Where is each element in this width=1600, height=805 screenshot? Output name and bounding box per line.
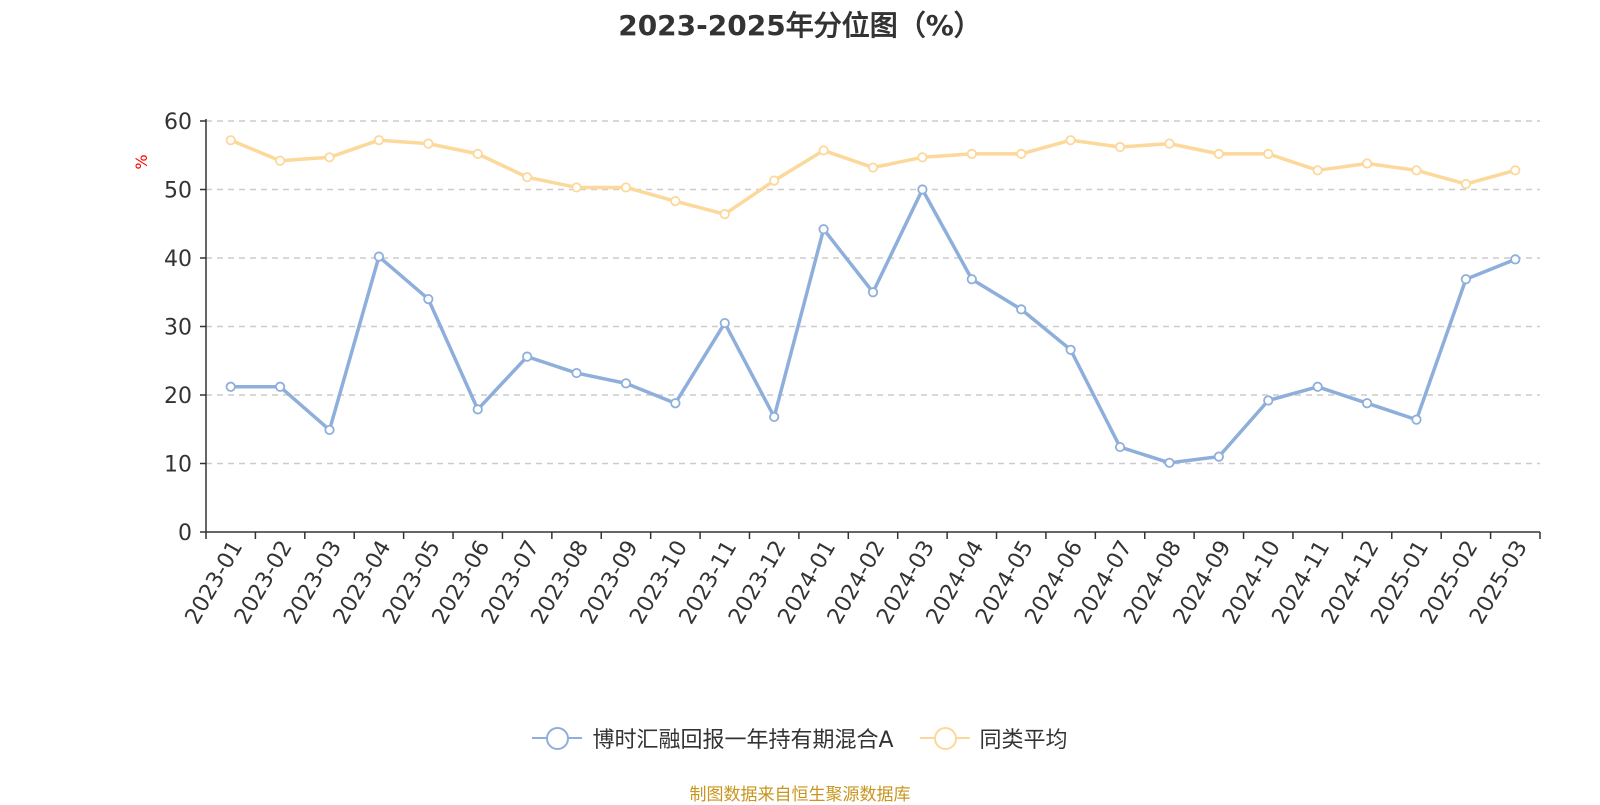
- series-0-point: [1213, 451, 1224, 462]
- source-note: 制图数据来自恒生聚源数据库: [689, 785, 911, 805]
- series-1-point: [867, 162, 879, 173]
- series-0-point: [1263, 395, 1274, 406]
- series-0-point: [1361, 398, 1373, 409]
- series-0-point: [1016, 304, 1027, 315]
- series-0-point: [522, 351, 533, 362]
- y-tick-label: 50: [164, 179, 192, 204]
- series-0-point: [472, 404, 483, 415]
- series-0-point: [225, 381, 236, 392]
- line-chart: 0102030405060%2023-012023-022023-032023-…: [132, 110, 1541, 629]
- series-1-point: [1016, 148, 1027, 159]
- y-tick-label: 0: [178, 521, 192, 546]
- series-0-point: [620, 378, 632, 389]
- y-tick-label: 40: [164, 247, 192, 272]
- y-tick-label: 10: [164, 453, 192, 478]
- series-0-point: [1312, 381, 1323, 392]
- y-axis-label: %: [132, 154, 151, 169]
- series-1-point: [966, 148, 977, 159]
- series-0-point: [1411, 414, 1422, 425]
- series-line-1: [230, 138, 1516, 216]
- series-0-point: [1460, 274, 1471, 285]
- series-0-point: [1114, 441, 1126, 453]
- legend-label-fund: 博时汇融回报一年持有期混合A: [592, 728, 894, 753]
- series-0-point: [1510, 254, 1521, 265]
- series-0-point: [423, 293, 434, 305]
- series-1-point: [423, 138, 434, 149]
- series-1-point: [670, 196, 681, 207]
- series-1-point: [373, 135, 385, 146]
- series-0-point: [917, 184, 928, 195]
- series-0-point: [670, 398, 681, 409]
- series-1-point: [1510, 165, 1521, 176]
- series-1-point: [917, 152, 928, 163]
- series-0-point: [1164, 457, 1175, 468]
- series-1-point: [225, 135, 236, 146]
- series-1-point: [1460, 178, 1471, 190]
- series-1-point: [620, 182, 632, 193]
- series-0-point: [1065, 344, 1076, 355]
- legend-item-category-average[interactable]: 同类平均: [919, 722, 1068, 754]
- series-1-point: [719, 209, 730, 220]
- series-0-point: [719, 317, 730, 329]
- series-1-point: [1312, 165, 1323, 176]
- series-1-point: [769, 175, 780, 186]
- y-tick-label: 60: [164, 110, 192, 135]
- series-1-point: [275, 155, 286, 166]
- series-0-point: [373, 251, 385, 262]
- series-1-point: [571, 182, 582, 193]
- series-1-point: [1411, 165, 1422, 176]
- series-1-point: [1213, 148, 1224, 159]
- legend-label-category-average: 同类平均: [979, 728, 1068, 753]
- legend-item-fund[interactable]: 博时汇融回报一年持有期混合A: [532, 722, 894, 754]
- y-tick-label: 20: [164, 384, 192, 409]
- series-1-point: [1263, 148, 1274, 159]
- series-0-point: [571, 367, 582, 379]
- series-1-point: [1361, 158, 1373, 169]
- series-1-point: [1164, 138, 1175, 149]
- series-1-point: [324, 152, 335, 163]
- series-0-point: [324, 424, 335, 436]
- series-0-point: [966, 274, 977, 285]
- chart-legend: 博时汇融回报一年持有期混合A 同类平均: [0, 722, 1600, 754]
- series-1-point: [1065, 135, 1076, 146]
- y-tick-label: 30: [164, 316, 192, 341]
- series-1-point: [1114, 141, 1126, 153]
- series-0-point: [867, 287, 879, 298]
- chart-title: 2023-2025年分位图（%）: [618, 9, 982, 42]
- series-1-point: [522, 172, 533, 183]
- series-0-point: [275, 381, 286, 392]
- series-1-point: [472, 148, 483, 159]
- series-0-point: [818, 224, 829, 235]
- series-1-point: [818, 145, 829, 156]
- legend-marker-category-average: [919, 725, 970, 751]
- series-0-point: [769, 411, 780, 423]
- legend-marker-fund: [532, 725, 583, 751]
